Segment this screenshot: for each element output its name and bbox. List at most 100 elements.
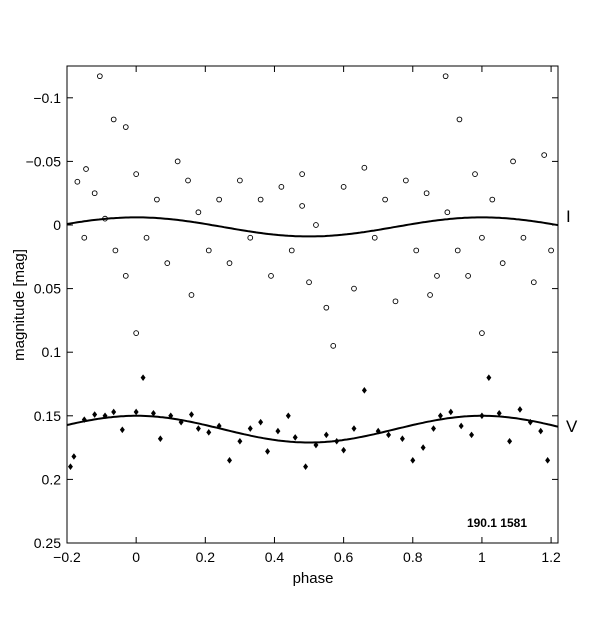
series-V-point: [133, 408, 139, 416]
series-I-point: [122, 273, 129, 279]
series-V-point: [247, 425, 253, 432]
series-I-point: [154, 196, 160, 203]
series-I-points: [74, 73, 554, 349]
series-V-point: [420, 444, 426, 451]
series-I-point: [472, 171, 478, 177]
series-I-point: [306, 279, 312, 286]
series-I-point: [382, 196, 388, 203]
series-I-point: [83, 166, 89, 172]
x-tick-label: 0.8: [403, 549, 423, 565]
series-V-point: [275, 427, 281, 435]
x-tick-label: 0.6: [334, 549, 354, 565]
series-V-point: [448, 408, 454, 416]
x-tick-label: 0.4: [265, 549, 285, 565]
series-I-point: [226, 260, 233, 267]
series-V-point: [140, 374, 146, 381]
series-V-point: [486, 374, 492, 381]
series-V-fit-curve: [66, 414, 559, 444]
series-I-point: [403, 177, 409, 184]
series-I-point: [110, 116, 117, 123]
series-I-point: [454, 247, 461, 254]
series-V-point: [351, 425, 357, 432]
series-I-point: [96, 73, 103, 80]
series-I-point: [205, 247, 212, 254]
series-V-point: [386, 431, 392, 439]
series-I-point: [91, 190, 98, 197]
series-V-point: [102, 412, 108, 420]
series-V-point: [431, 425, 436, 432]
series-V-point: [227, 457, 232, 464]
series-V-point: [119, 426, 125, 434]
series-V-point: [496, 409, 502, 417]
series-V-point: [538, 427, 544, 435]
series-V-point: [410, 457, 416, 464]
series-V-point: [81, 416, 87, 423]
series-I-point: [164, 260, 171, 267]
series-V-point: [168, 412, 174, 420]
series-I-point: [489, 196, 496, 203]
series-I-point: [413, 247, 420, 254]
chart-annotation: 190.1 1581: [467, 516, 527, 530]
series-I-point: [479, 234, 485, 241]
x-tick-label: 1: [478, 549, 486, 565]
y-tick-label: −0.05: [26, 153, 62, 169]
series-V-point: [334, 437, 340, 445]
series-I-label: I: [566, 207, 571, 226]
series-I-point: [133, 330, 140, 336]
series-I-point: [371, 234, 378, 241]
series-V-point: [111, 408, 117, 416]
series-V-point: [458, 422, 464, 430]
series-I-point: [392, 298, 399, 305]
series-V-point: [527, 418, 533, 426]
series-I-point: [122, 124, 129, 130]
series-V-point: [285, 412, 291, 420]
y-tick-label: 0.15: [34, 408, 61, 424]
series-V-point: [292, 434, 298, 441]
series-I-point: [237, 177, 243, 184]
series-V-point: [303, 463, 309, 470]
series-I-point: [247, 234, 254, 241]
x-tick-label: 1.2: [541, 549, 561, 565]
series-I-point: [548, 247, 554, 254]
series-V-point: [237, 437, 243, 445]
series-I-point: [313, 222, 319, 228]
series-V-point: [67, 463, 73, 470]
series-I-fit-curve: [66, 216, 559, 238]
series-I-point: [479, 330, 485, 336]
series-I-point: [112, 247, 119, 254]
series-I-point: [188, 292, 195, 298]
plot-frame: [66, 65, 559, 544]
series-V-point: [323, 431, 329, 439]
series-I-point: [268, 273, 274, 279]
series-V-point: [157, 435, 163, 442]
series-V-point: [341, 446, 347, 454]
series-I-point: [185, 177, 191, 184]
series-I-point: [299, 203, 305, 209]
series-V-point: [375, 427, 381, 435]
series-I-point: [174, 158, 181, 165]
series-V-point: [71, 453, 77, 460]
x-tick-label: −0.2: [53, 549, 81, 565]
series-V-point: [479, 412, 485, 420]
series-I-point: [456, 116, 463, 123]
series-I-point: [530, 279, 537, 286]
series-V-point: [206, 429, 212, 436]
series-V-point: [258, 418, 264, 426]
y-axis-label: magnitude [mag]: [11, 249, 28, 361]
series-V-point: [92, 411, 98, 418]
series-I-point: [444, 209, 451, 216]
series-I-point: [288, 247, 295, 254]
series-V-points: [67, 374, 551, 470]
series-V-point: [178, 418, 184, 426]
series-I-point: [361, 164, 368, 171]
series-V-point: [265, 448, 271, 455]
series-I-point: [330, 342, 337, 349]
series-I-point: [278, 183, 285, 190]
series-V-label: V: [566, 417, 578, 436]
y-tick-label: 0.25: [34, 535, 61, 551]
series-V-point: [545, 457, 551, 464]
y-axis: −0.1 −0.05 0 0.05 0.1 0.15 0.2 0.25: [26, 90, 558, 551]
y-tick-label: −0.1: [33, 90, 61, 106]
series-V-point: [361, 387, 367, 394]
series-V-point: [189, 411, 194, 418]
